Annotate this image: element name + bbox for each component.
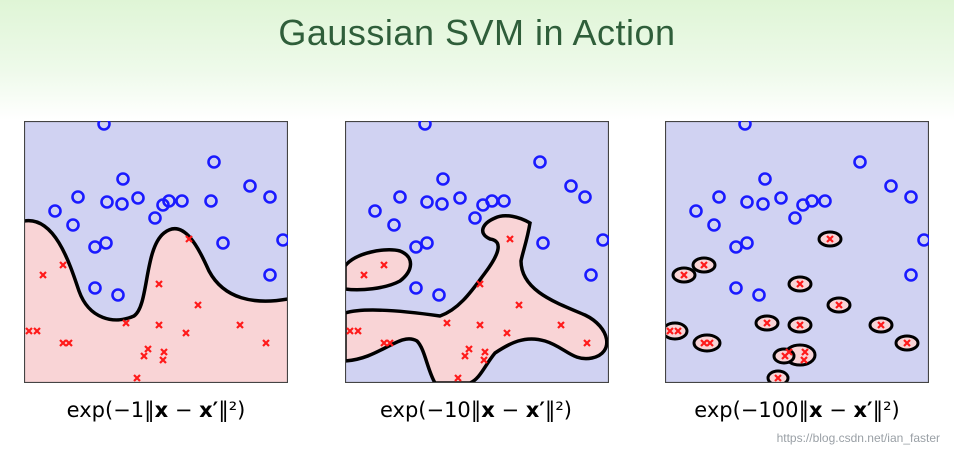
kernel-formula-gamma-1: exp(−1‖x − x′‖²) bbox=[66, 398, 246, 422]
watermark: https://blog.csdn.net/ian_faster bbox=[776, 431, 940, 445]
slide-title: Gaussian SVM in Action bbox=[278, 12, 676, 53]
positive-points bbox=[48, 121, 288, 302]
svm-panel-gamma-100 bbox=[665, 121, 929, 383]
decision-boundary bbox=[24, 219, 288, 322]
red-region bbox=[24, 220, 288, 383]
positive-points bbox=[689, 121, 929, 302]
red-region-island bbox=[345, 248, 413, 292]
svm-plot-gamma-1 bbox=[24, 121, 288, 383]
svm-plot-gamma-100 bbox=[665, 121, 929, 383]
kernel-formula-gamma-100: exp(−100‖x − x′‖²) bbox=[694, 398, 900, 422]
svm-panel-gamma-1 bbox=[24, 121, 288, 383]
positive-points bbox=[368, 121, 609, 302]
negative-points bbox=[25, 235, 270, 382]
svm-plot-gamma-10 bbox=[345, 121, 609, 383]
negative-points bbox=[666, 235, 911, 382]
negative-points bbox=[346, 235, 591, 382]
red-region-main bbox=[345, 214, 609, 383]
svm-panel-gamma-10 bbox=[345, 121, 609, 383]
kernel-formula-gamma-10: exp(−10‖x − x′‖²) bbox=[379, 398, 573, 422]
